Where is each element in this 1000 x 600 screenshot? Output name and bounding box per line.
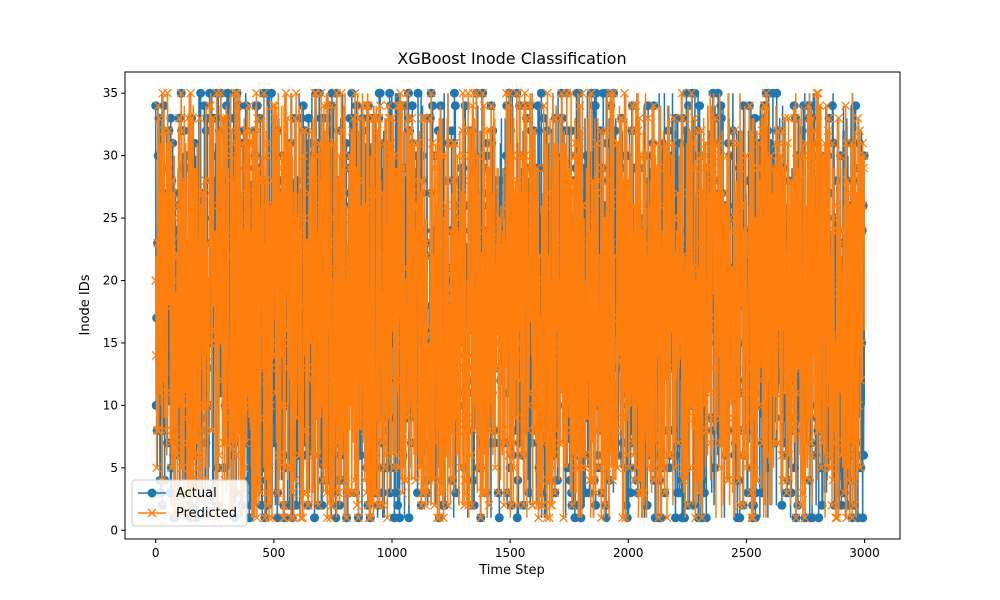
- series-layer: [151, 88, 869, 523]
- actual-point: [590, 101, 600, 111]
- actual-point: [690, 88, 700, 98]
- actual-point: [829, 138, 839, 148]
- legend: Actual Predicted: [131, 479, 248, 527]
- actual-point: [287, 513, 297, 523]
- actual-point: [395, 513, 405, 523]
- actual-point: [858, 513, 868, 523]
- actual-point: [385, 88, 395, 98]
- actual-point: [304, 113, 314, 123]
- actual-point: [512, 513, 522, 523]
- actual-point: [391, 488, 401, 498]
- x-axis-label: Time Step: [478, 563, 545, 578]
- x-tick-label: 3000: [849, 546, 880, 560]
- actual-point: [375, 88, 385, 98]
- actual-point: [735, 513, 745, 523]
- legend-predicted-label: Predicted: [176, 506, 237, 521]
- x-tick-label: 2500: [731, 546, 762, 560]
- actual-point: [777, 500, 787, 510]
- y-tick-label: 10: [103, 398, 118, 412]
- actual-point: [807, 513, 817, 523]
- actual-point: [827, 101, 837, 111]
- actual-point: [298, 101, 308, 111]
- actual-point: [404, 88, 413, 98]
- actual-point: [454, 176, 464, 186]
- x-tick-label: 0: [152, 546, 160, 560]
- actual-point: [713, 88, 723, 98]
- x-tick-label: 1500: [495, 546, 526, 560]
- actual-point: [626, 488, 636, 498]
- actual-point: [310, 513, 319, 523]
- actual-point: [817, 500, 827, 510]
- actual-point: [534, 101, 544, 111]
- y-tick-label: 30: [103, 149, 118, 163]
- actual-point: [695, 101, 705, 111]
- y-tick-label: 20: [103, 274, 118, 288]
- actual-point: [814, 513, 824, 523]
- actual-point: [468, 475, 478, 485]
- x-tick-label: 1000: [377, 546, 408, 560]
- actual-point: [267, 88, 276, 98]
- actual-point: [428, 101, 438, 111]
- actual-point: [450, 101, 460, 111]
- actual-point: [196, 88, 206, 98]
- actual-point: [536, 88, 546, 98]
- y-tick-label: 35: [103, 86, 118, 100]
- legend-actual-label: Actual: [176, 486, 217, 501]
- actual-point: [449, 88, 459, 98]
- actual-point: [159, 101, 169, 111]
- y-tick-label: 15: [103, 336, 118, 350]
- chart-title: XGBoost Inode Classification: [397, 49, 626, 68]
- actual-point: [359, 126, 369, 136]
- x-tick-label: 2000: [613, 546, 644, 560]
- actual-point: [574, 88, 584, 98]
- actual-point: [591, 500, 601, 510]
- actual-point: [252, 101, 262, 111]
- actual-point: [716, 101, 726, 111]
- actual-point: [772, 88, 782, 98]
- y-axis-label: Inode IDs: [78, 274, 93, 335]
- actual-point: [413, 88, 423, 98]
- y-tick-label: 0: [110, 523, 118, 537]
- actual-point: [407, 101, 417, 111]
- x-tick-label: 500: [262, 546, 285, 560]
- actual-point: [701, 513, 711, 523]
- actual-point: [347, 88, 357, 98]
- actual-point: [447, 126, 456, 136]
- actual-point: [404, 513, 414, 523]
- actual-point: [393, 500, 403, 510]
- y-tick-label: 5: [110, 461, 118, 475]
- actual-point: [494, 513, 504, 523]
- actual-point: [166, 113, 176, 123]
- legend-actual-marker: [147, 488, 157, 498]
- actual-point: [285, 500, 294, 510]
- actual-point: [621, 500, 631, 510]
- actual-point: [622, 513, 632, 523]
- actual-point: [671, 513, 680, 523]
- actual-point: [674, 488, 684, 498]
- actual-point: [205, 88, 215, 98]
- actual-point: [585, 488, 594, 498]
- y-tick-label: 25: [103, 211, 118, 225]
